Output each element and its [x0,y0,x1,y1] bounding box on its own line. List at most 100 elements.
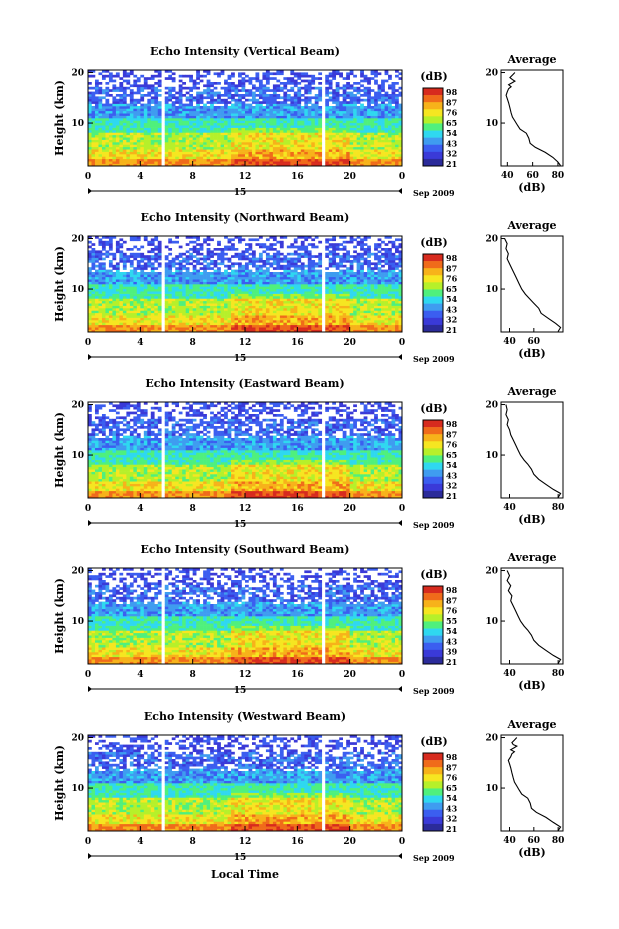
heatmap-cell [335,151,340,155]
heatmap-cell [283,137,288,140]
heatmap-cell [272,149,277,152]
heatmap-cell [175,130,180,133]
heatmap-cell [297,161,302,164]
heatmap-cell [262,134,267,138]
average-frame-1 [500,69,564,167]
heatmap-cell [367,96,371,100]
heatmap-cell [154,86,159,90]
heatmap-cell [314,134,319,138]
heatmap-cell [126,296,131,299]
heatmap-cell [377,89,382,92]
heatmap-cell [325,324,330,328]
heatmap-cell [140,122,145,126]
heatmap-cell [192,113,197,116]
heatmap-cell [122,305,127,309]
heatmap-cell [377,161,382,164]
heatmap-cell [213,120,218,124]
heatmap-cell [293,320,298,323]
heatmap-cell [192,322,197,326]
heatmap-cell [276,300,281,304]
heatmap-cell [370,303,375,306]
heatmap-cell [185,320,190,323]
heatmap-cell [136,101,141,104]
heatmap-cell [248,315,253,318]
heatmap-cell [384,118,389,121]
heatmap-cell [384,137,389,140]
heatmap-cell [150,134,155,138]
heatmap-cell [178,110,183,114]
heatmap-cell [143,284,148,287]
heatmap-cell [175,142,180,145]
heatmap-cell [136,115,141,119]
heatmap-cell [332,127,337,131]
heatmap-cell [234,279,239,282]
heatmap-cell [164,113,169,116]
heatmap-cell [224,132,228,136]
heatmap-cell [150,327,155,330]
heatmap-cell [395,281,399,285]
heatmap-cell [154,286,159,290]
heatmap-cell [231,288,235,292]
heatmap-cell [217,127,221,131]
heatmap-cell [157,70,162,73]
heatmap-cell [227,74,232,78]
heatmap-cell [265,137,270,140]
heatmap-cell [346,288,350,292]
heatmap-cell [276,130,281,133]
heatmap-cell [255,74,260,78]
heatmap-cell [245,106,249,109]
x-tick-label: 8 [190,172,196,182]
heatmap-cell [94,154,99,157]
heatmap-cell [335,308,340,311]
heatmap-cell [91,74,96,78]
heatmap-cell [286,130,291,133]
heatmap-cell [189,120,193,124]
heatmap-cell [255,300,260,304]
heatmap-cell [101,288,106,292]
heatmap-cell [258,322,263,326]
heatmap-cell [325,134,330,138]
heatmap-cell [133,91,138,95]
heatmap-cell [283,96,288,100]
heatmap-cell [185,132,190,136]
heatmap-cell [384,127,389,131]
heatmap-cell [339,300,343,304]
heatmap-cell [356,115,361,119]
heatmap-cell [314,113,319,116]
heatmap-cell [398,122,403,126]
heatmap-cell [206,91,211,95]
heatmap-cell [122,96,127,100]
heatmap-cell [220,108,225,112]
heatmap-cell [391,279,396,282]
heatmap-cell [189,156,193,160]
heatmap-cell [377,110,382,114]
heatmap-cell [164,108,169,112]
heatmap-cell [258,308,263,311]
heatmap-cell [185,317,190,321]
heatmap-cell [349,156,354,160]
heatmap-cell [203,293,207,297]
heatmap-cell [276,281,281,285]
heatmap-cell [224,134,228,138]
heatmap-cell [272,96,277,100]
heatmap-cell [307,101,312,104]
heatmap-cell [269,154,274,157]
heatmap-cell [398,144,403,148]
heatmap-cell [133,163,138,167]
heatmap-cell [245,308,249,311]
heatmap-cell [290,115,295,119]
heatmap-cell [304,137,309,140]
heatmap-cell [227,322,232,326]
heatmap-cell [297,77,302,80]
heatmap-cell [224,329,228,333]
heatmap-cell [314,154,319,157]
heatmap-cell [335,329,340,333]
heatmap-cell [318,113,323,116]
heatmap-cell [157,137,162,140]
heatmap-cell [112,122,117,126]
heatmap-cell [143,286,148,290]
heatmap-cell [346,74,350,78]
heatmap-cell [126,122,131,126]
heatmap-cell [217,305,221,309]
heatmap-cell [115,288,120,292]
